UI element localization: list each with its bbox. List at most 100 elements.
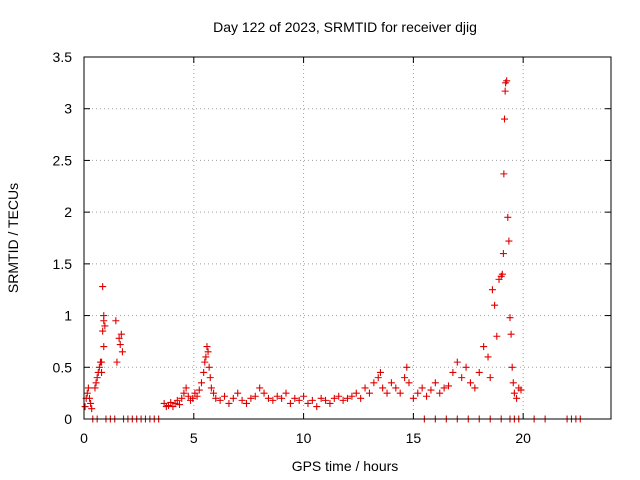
data-point (326, 399, 334, 407)
data-point (201, 358, 209, 366)
data-point (180, 389, 188, 397)
data-point (99, 283, 107, 291)
data-point (100, 317, 108, 325)
data-point (370, 379, 378, 387)
x-tick-label: 15 (406, 430, 422, 446)
data-point (423, 392, 431, 400)
data-point (238, 396, 246, 404)
data-point (335, 392, 343, 400)
data-point (202, 353, 210, 361)
x-tick-label: 5 (190, 430, 198, 446)
y-axis-label: SRMTID / TECUs (5, 183, 21, 293)
data-point (83, 389, 91, 397)
data-point (88, 405, 96, 413)
data-point (392, 384, 400, 392)
data-point (313, 403, 321, 411)
data-point (308, 396, 316, 404)
data-point (491, 301, 499, 309)
data-point (182, 384, 190, 392)
data-point (116, 341, 124, 349)
y-tick-labels: 0 0.5 1 1.5 2 2.5 3 3.5 (53, 49, 73, 427)
data-point (260, 389, 268, 397)
data-point (81, 403, 89, 411)
data-point (304, 399, 312, 407)
data-point (501, 87, 509, 95)
data-point (195, 386, 203, 394)
y-tick-label: 3.5 (53, 49, 73, 65)
data-point (322, 396, 330, 404)
data-point (93, 374, 101, 382)
data-point (513, 394, 521, 402)
data-points (81, 77, 584, 423)
data-point (466, 379, 474, 387)
x-axis-label: GPS time / hours (292, 458, 399, 474)
data-point (204, 348, 212, 356)
data-point (501, 115, 509, 123)
data-point (210, 389, 218, 397)
data-point (115, 334, 123, 342)
data-point (300, 392, 308, 400)
data-point (278, 394, 286, 402)
data-point (339, 396, 347, 404)
data-point (462, 363, 470, 371)
data-point (193, 392, 201, 400)
data-point (295, 396, 303, 404)
data-point (178, 394, 186, 402)
data-point (87, 399, 95, 407)
y-tick-label: 1 (64, 308, 72, 324)
data-point (405, 379, 413, 387)
y-tick-label: 0 (64, 411, 72, 427)
data-point (508, 363, 516, 371)
data-point (431, 379, 439, 387)
data-point (396, 389, 404, 397)
data-point (488, 286, 496, 294)
data-point (414, 389, 422, 397)
x-tick-label: 20 (515, 430, 531, 446)
data-point (98, 368, 106, 376)
data-point (176, 401, 184, 409)
data-point (418, 384, 426, 392)
data-point (506, 314, 514, 322)
data-point (247, 394, 255, 402)
data-point (286, 399, 294, 407)
data-point (383, 389, 391, 397)
data-point (206, 374, 214, 382)
data-point (500, 170, 508, 178)
data-point (436, 389, 444, 397)
data-point (207, 384, 215, 392)
data-point (365, 389, 373, 397)
data-point (269, 396, 277, 404)
data-point (256, 384, 264, 392)
data-point (112, 317, 120, 325)
data-point (403, 363, 411, 371)
data-point (100, 343, 108, 351)
data-point (205, 363, 213, 371)
data-point (480, 343, 488, 351)
chart-title: Day 122 of 2023, SRMTID for receiver dji… (213, 19, 477, 35)
data-point (84, 384, 92, 392)
data-point (242, 399, 250, 407)
data-point (357, 394, 365, 402)
data-point (505, 237, 513, 245)
data-point (379, 384, 387, 392)
plot-frame (83, 56, 612, 420)
x-tick-labels: 0 5 10 15 20 (80, 430, 531, 446)
data-point (458, 374, 466, 382)
data-point (291, 394, 299, 402)
data-point (427, 386, 435, 394)
data-point (264, 394, 272, 402)
data-point (251, 392, 259, 400)
x-tick-label: 10 (296, 430, 312, 446)
data-point (221, 392, 229, 400)
data-point (504, 213, 512, 221)
data-point (344, 394, 351, 402)
data-point (189, 394, 197, 402)
data-point (453, 358, 461, 366)
grid-lines (84, 57, 611, 419)
axis-ticks (83, 56, 611, 420)
data-point (374, 374, 382, 382)
data-point (173, 396, 181, 404)
data-point (85, 394, 93, 402)
data-point (401, 374, 409, 382)
